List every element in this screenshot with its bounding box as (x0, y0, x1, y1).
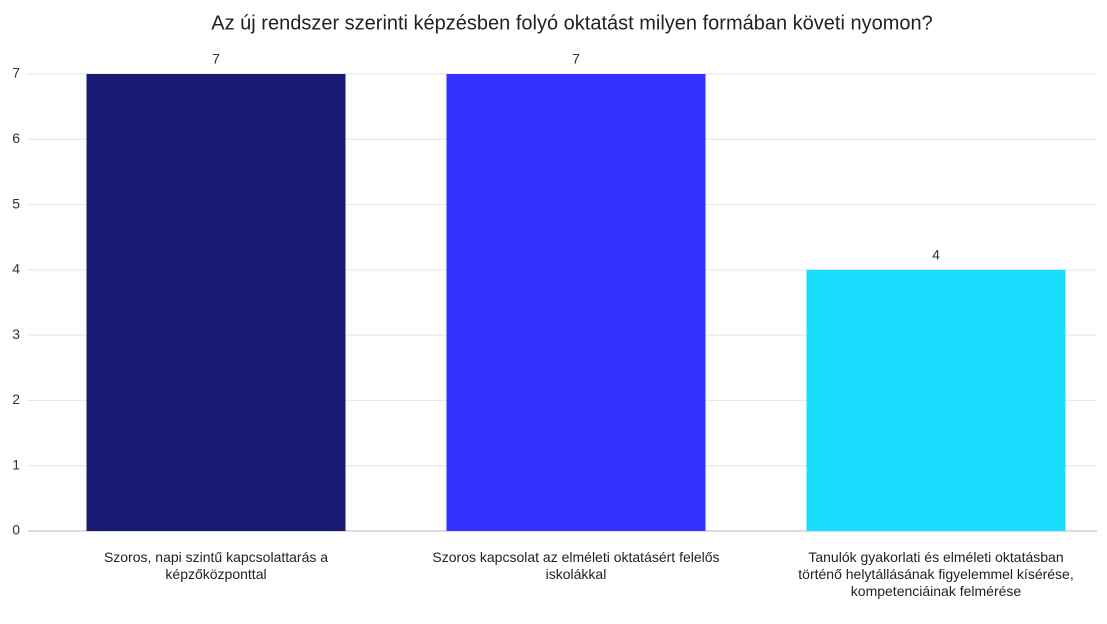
bar (446, 74, 706, 531)
y-tick-label: 1 (12, 456, 20, 472)
y-tick-label: 0 (12, 522, 20, 538)
y-tick-label: 6 (12, 130, 20, 146)
x-tick-label: Szoros kapcsolat az elméleti oktatásért … (432, 549, 720, 582)
chart-title: Az új rendszer szerinti képzésben folyó … (211, 12, 932, 34)
value-label: 4 (932, 247, 940, 263)
y-tick-label: 7 (12, 65, 20, 81)
x-tick-label: Tanulók gyakorlati és elméleti oktatásba… (798, 549, 1074, 599)
value-label: 7 (212, 51, 220, 67)
bar (86, 74, 346, 531)
y-tick-label: 2 (12, 391, 20, 407)
x-tick-label: Szoros, napi szintű kapcsolattarás a kép… (103, 549, 329, 582)
y-tick-label: 4 (12, 261, 20, 277)
bar (806, 269, 1066, 531)
y-tick-label: 5 (12, 195, 20, 211)
y-tick-label: 3 (12, 326, 20, 342)
value-label: 7 (572, 51, 580, 67)
